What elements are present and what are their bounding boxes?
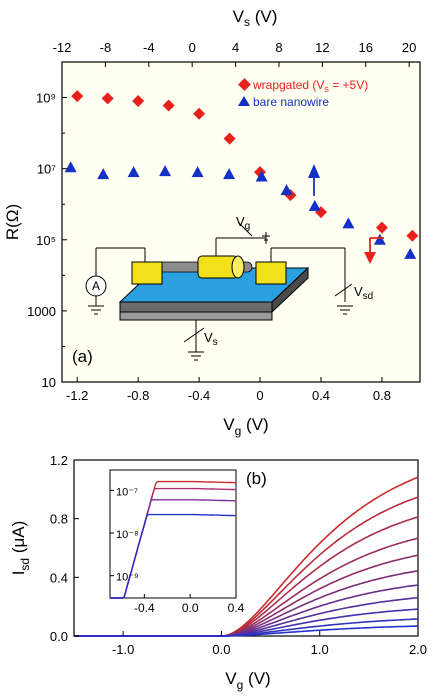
inset-plot-area <box>109 469 237 599</box>
panel-b-y-axis: 0.0 0.4 0.8 1.2 <box>50 453 79 644</box>
top-tick-label: 4 <box>232 40 239 55</box>
y-tick-label: 0.4 <box>50 570 68 585</box>
svg-text:Vsd: Vsd <box>354 284 373 302</box>
panel-a-top-axis-label: Vs (V) <box>233 7 278 29</box>
bare-nanowire-point <box>404 247 417 259</box>
inset-x-tick-label: -0.4 <box>134 601 155 615</box>
top-tick-label: 16 <box>359 40 373 55</box>
isd-curve <box>74 625 419 637</box>
wrapgated-point <box>132 95 145 108</box>
svg-text:A: A <box>92 279 100 293</box>
bare-nanowire-point <box>308 199 321 211</box>
inset-curve <box>110 513 236 599</box>
panel-a-markers <box>64 90 419 259</box>
inset-curves <box>110 480 236 599</box>
bare-nanowire-point <box>280 184 293 196</box>
left-tick-label: 10⁵ <box>36 233 56 248</box>
top-tick-label: 8 <box>275 40 282 55</box>
wrapgated-point <box>406 229 419 242</box>
y-tick-label: 1.2 <box>50 453 68 468</box>
svg-text:Vg: Vg <box>236 214 250 232</box>
bottom-tick-label: -0.8 <box>127 388 149 403</box>
inset-x-axis: -0.4 0.0 0.4 <box>134 594 245 615</box>
bare-nanowire-point <box>191 166 204 178</box>
top-tick-label: -12 <box>53 40 72 55</box>
bare-nanowire-point <box>373 233 386 245</box>
y-tick-label: 0.8 <box>50 512 68 527</box>
panel-b-curves <box>74 476 419 637</box>
legend-bare-nanowire: bare nanowire <box>253 95 329 109</box>
panel-a-left-axis-label: R(Ω) <box>3 204 22 240</box>
y-tick-label: 0.0 <box>50 629 68 644</box>
top-tick-label: -4 <box>143 40 155 55</box>
bare-nanowire-point <box>255 170 268 182</box>
x-tick-label: 1.0 <box>311 642 329 657</box>
inset-y-tick-label: 10⁻⁹ <box>116 572 139 584</box>
panel-b-x-axis-label: Vg (V) <box>225 669 270 692</box>
x-tick-label: 0.0 <box>212 642 230 657</box>
panel-a-bottom-axis-label: Vg (V) <box>223 415 268 438</box>
panel-a-plot-area <box>61 61 421 383</box>
x-tick-label: 2.0 <box>409 642 427 657</box>
inset-x-tick-label: 0.0 <box>182 601 199 615</box>
wrapgated-point <box>193 107 206 120</box>
device-schematic: Vg A Vsd Vs <box>85 214 373 361</box>
panel-a-top-axis: -12 -8 -4 0 4 8 12 16 20 <box>53 40 416 67</box>
bottom-tick-label: 0.8 <box>373 388 391 403</box>
top-tick-label: 20 <box>402 40 416 55</box>
bare-nanowire-point <box>64 161 77 173</box>
bottom-tick-label: 0.4 <box>312 388 330 403</box>
bottom-tick-label: -0.4 <box>188 388 210 403</box>
bare-nanowire-point <box>342 217 355 229</box>
wrapgated-point <box>375 221 388 234</box>
wrapgated-point <box>101 92 114 105</box>
bare-nanowire-point <box>223 168 236 180</box>
panel-a-left-axis: 10 1000 10⁵ 10⁷ 10⁹ <box>27 61 67 390</box>
wrapgated-point <box>223 132 236 145</box>
legend-wrapgated: wrapgated (Vs = +5V) <box>252 78 368 94</box>
panel-a-legend: wrapgated (Vs = +5V) bare nanowire <box>238 78 368 109</box>
bottom-tick-label: -1.2 <box>66 388 88 403</box>
x-tick-label: -1.0 <box>112 642 134 657</box>
inset-x-tick-label: 0.4 <box>228 601 245 615</box>
top-tick-label: -8 <box>100 40 112 55</box>
inset-y-tick-label: 10⁻⁸ <box>116 529 139 541</box>
panel-b-label: (b) <box>246 469 267 488</box>
left-tick-label: 10⁷ <box>37 162 56 177</box>
inset-y-axis: 10⁻⁹ 10⁻⁸ 10⁻⁷ <box>110 486 139 584</box>
panel-a-bottom-axis: -1.2 -0.8 -0.4 0 0.4 0.8 <box>66 377 391 403</box>
top-tick-label: 0 <box>189 40 196 55</box>
bare-nanowire-point <box>97 168 110 180</box>
annotation-arrows <box>308 164 384 264</box>
panel-b-x-axis: -1.0 0.0 1.0 2.0 <box>112 631 427 657</box>
panel-b-y-axis-label: Isd (μA) <box>9 521 32 576</box>
bare-nanowire-point <box>127 166 140 178</box>
bottom-tick-label: 0 <box>256 388 263 403</box>
inset-y-tick-label: 10⁻⁷ <box>116 486 138 498</box>
left-tick-label: 10 <box>42 375 56 390</box>
bare-nanowire-point <box>159 165 172 177</box>
wrapgated-point <box>71 90 84 103</box>
left-tick-label: 10⁹ <box>36 91 56 106</box>
wrapgated-point <box>162 99 175 112</box>
panel-a-label: (a) <box>72 347 93 366</box>
svg-text:Vs: Vs <box>204 330 218 348</box>
top-tick-label: 12 <box>315 40 329 55</box>
left-tick-label: 1000 <box>27 304 56 319</box>
